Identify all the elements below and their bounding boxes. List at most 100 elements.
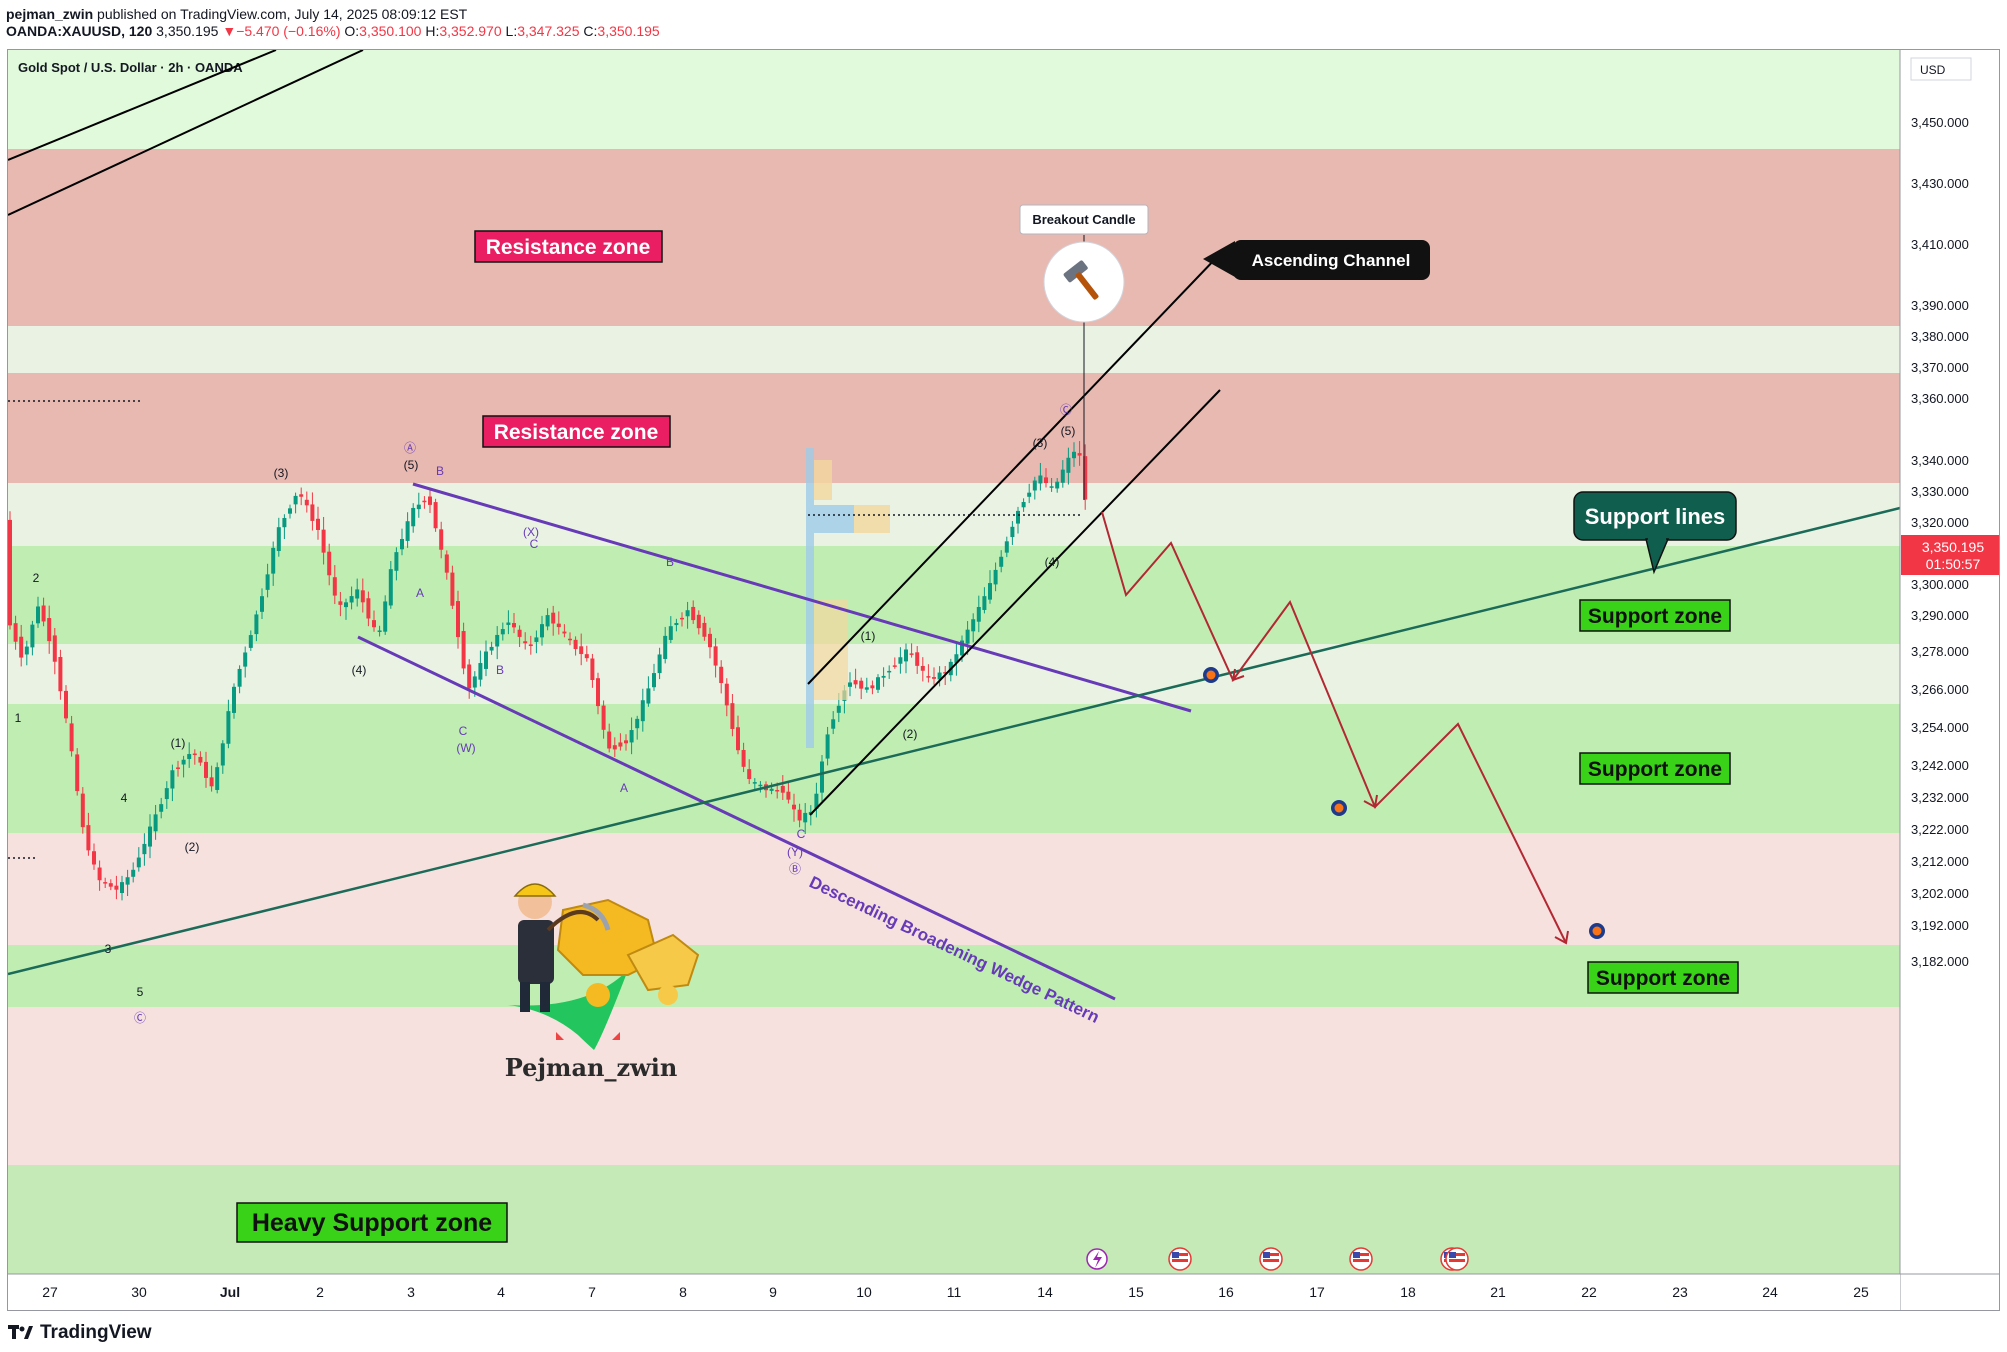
candle-body xyxy=(635,718,640,729)
candle-body xyxy=(898,657,903,664)
candle-body xyxy=(556,623,561,628)
price-change: −5.470 (−0.16%) xyxy=(236,23,341,39)
candle-body xyxy=(321,529,326,553)
candle-body xyxy=(596,678,600,707)
candle-body xyxy=(1066,457,1071,473)
candle-body xyxy=(170,770,175,789)
x-tick-label: 17 xyxy=(1309,1284,1325,1300)
candle-body xyxy=(271,547,276,574)
candle-body xyxy=(892,665,897,667)
open-value: 3,350.100 xyxy=(359,23,422,39)
candle-body xyxy=(853,680,858,685)
candle-body xyxy=(148,826,152,847)
wave-label: Ⓐ xyxy=(404,441,416,455)
candle-body xyxy=(612,745,617,750)
candle-body xyxy=(719,666,724,684)
currency-box xyxy=(1910,57,1972,81)
candle-body xyxy=(489,646,494,651)
candle-body xyxy=(836,705,841,713)
lightning-event-icon[interactable] xyxy=(1086,1248,1108,1270)
us-flag-event-icon[interactable] xyxy=(1259,1247,1283,1271)
candle-body xyxy=(1032,480,1037,491)
candle-body xyxy=(237,668,242,687)
wave-label: (4) xyxy=(352,663,367,677)
candle-body xyxy=(915,652,920,666)
wave-label: C xyxy=(530,537,539,551)
close-label: C: xyxy=(583,23,598,39)
candle-body xyxy=(164,788,169,800)
candle-body xyxy=(848,682,852,687)
tradingview-logo-icon[interactable] xyxy=(8,1325,34,1341)
time-axis[interactable] xyxy=(8,1274,1900,1311)
wedge-lower-line xyxy=(357,635,1116,1001)
svg-text:Support zone: Support zone xyxy=(1588,605,1722,628)
candle-body xyxy=(428,496,432,505)
candle-body xyxy=(24,646,29,655)
candle-body xyxy=(674,623,679,626)
candle-body xyxy=(304,499,309,506)
channel-upper-line xyxy=(807,255,1219,685)
candle-body xyxy=(752,782,757,784)
candle-body xyxy=(523,641,528,644)
candle-body xyxy=(254,614,259,635)
publish-line: pejman_zwin published on TradingView.com… xyxy=(6,6,1996,23)
publisher-name[interactable]: pejman_zwin xyxy=(6,6,94,22)
support-band-3 xyxy=(8,945,1900,1007)
candle-body xyxy=(663,635,668,659)
y-tick-label: 3,266.000 xyxy=(1911,682,1969,697)
candle-body xyxy=(528,644,533,647)
projection-path xyxy=(1101,511,1567,944)
top-band xyxy=(8,50,1900,149)
target-icon xyxy=(1589,923,1605,939)
wave-label: (5) xyxy=(404,458,419,472)
author-watermark: Pejman_zwin xyxy=(505,1053,678,1082)
candle-body xyxy=(19,636,24,658)
candle-body xyxy=(52,635,57,662)
candle-body xyxy=(41,605,46,622)
candle-body xyxy=(198,756,203,763)
x-tick-label: 8 xyxy=(679,1284,687,1300)
candle-body xyxy=(982,596,987,610)
chart-frame[interactable]: Gold Spot / U.S. Dollar · 2h · OANDA xyxy=(7,49,2000,1311)
y-axis-ticks: 3,450.000 3,430.000 3,410.000 3,390.000 3,38… xyxy=(1911,115,1969,969)
arrow-head-2 xyxy=(1363,794,1378,809)
wave-label: 2 xyxy=(33,571,40,585)
tradingview-brand[interactable]: TradingView xyxy=(40,1322,152,1343)
candle-body xyxy=(708,633,712,648)
wave-label: C xyxy=(459,724,468,738)
footer: TradingView xyxy=(8,1320,152,1346)
wave-label: 4 xyxy=(121,791,128,805)
x-tick-label: 14 xyxy=(1037,1284,1053,1300)
pink-band-1 xyxy=(8,833,1900,945)
candle-body xyxy=(439,529,444,550)
y-tick-label: 3,450.000 xyxy=(1911,115,1969,130)
chart-canvas[interactable]: Gold Spot / U.S. Dollar · 2h · OANDA xyxy=(8,50,2000,1311)
candle-body xyxy=(640,700,645,722)
candle-body xyxy=(338,601,343,605)
y-tick-label: 3,380.000 xyxy=(1911,329,1969,344)
candle-body xyxy=(416,504,421,510)
candle-body xyxy=(500,629,505,635)
candle-body xyxy=(702,622,707,637)
us-flag-event-icon[interactable] xyxy=(1349,1247,1373,1271)
price-axis[interactable] xyxy=(1900,50,2000,1274)
wave-label: A xyxy=(416,586,424,600)
candle-body xyxy=(747,769,752,780)
bar-countdown: 01:50:57 xyxy=(1926,556,1981,572)
candle-body xyxy=(780,785,785,793)
candle-body xyxy=(204,761,208,778)
candle-body xyxy=(960,640,964,656)
wave-label: B xyxy=(666,555,674,569)
candle-body xyxy=(80,793,85,828)
y-tick-label: 3,300.000 xyxy=(1911,577,1969,592)
us-flag-event-icon[interactable] xyxy=(1168,1247,1192,1271)
candle-body xyxy=(769,788,774,791)
candle-body xyxy=(192,753,197,756)
resistance-band-upper xyxy=(8,149,1900,326)
candle-body xyxy=(512,623,516,628)
us-flag-event-icon[interactable] xyxy=(1445,1247,1469,1271)
x-axis-ticks: 27 30 Jul 2 3 4 7 8 9 10 11 14 15 16 17 18 21 22 23 24 25 xyxy=(42,1284,1869,1300)
svg-text:Support lines: Support lines xyxy=(1585,504,1726,529)
wave-label: (3) xyxy=(1033,436,1048,450)
symbol-interval: OANDA:XAUUSD, 120 xyxy=(6,23,153,39)
